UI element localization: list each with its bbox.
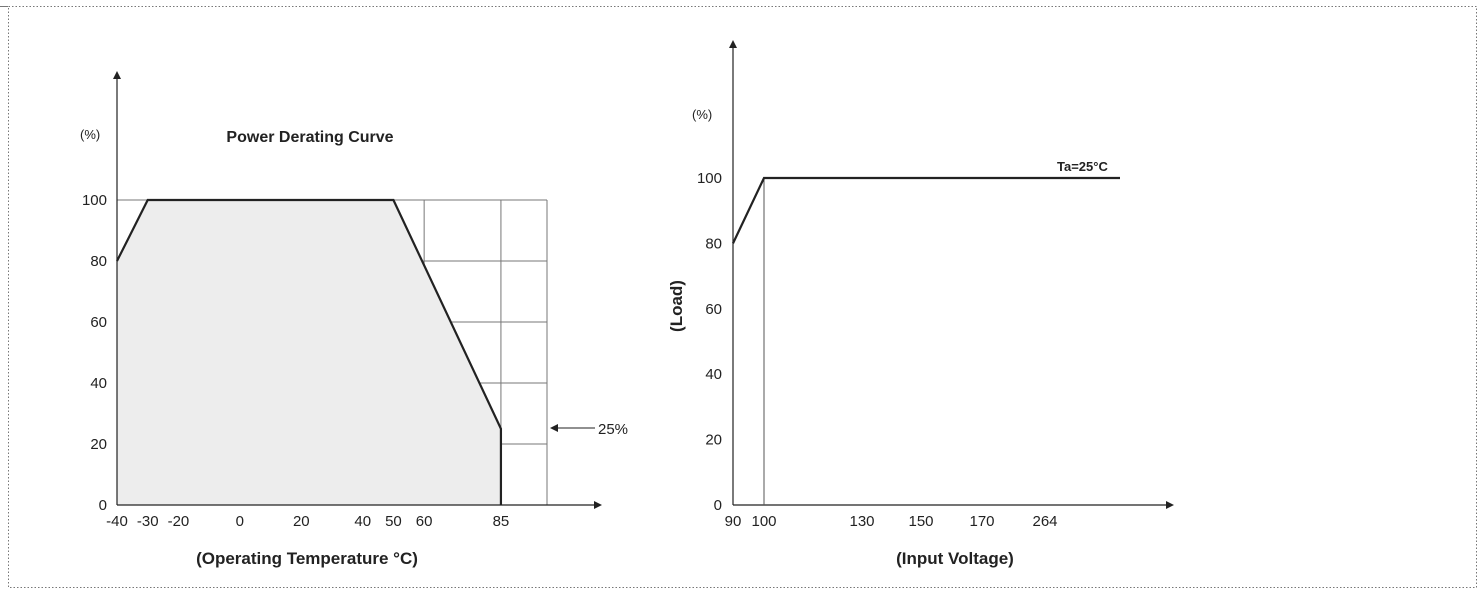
y-tick-label: 60 [90,314,107,331]
power-derating-chart: 0 20 40 60 80 100 -40 -30 -20 0 20 40 50 60 85 (%) Po… [80,71,628,568]
x-tick-label: -30 [137,513,159,530]
y-tick-label: 0 [714,497,722,514]
x-tick-label: 60 [416,513,433,530]
y-tick-label: 0 [99,497,107,514]
x-tick-labels: 90 100 130 150 170 264 [725,513,1058,530]
x-tick-labels: -40 -30 -20 0 20 40 50 60 85 [106,513,509,530]
series-label-ta25: Ta=25°C [1057,159,1108,174]
x-tick-label: 90 [725,513,742,530]
y-tick-label: 20 [90,436,107,453]
y-tick-label: 100 [82,192,107,209]
y-tick-label: 100 [697,170,722,187]
x-tick-label: 40 [354,513,371,530]
x-tick-label: 130 [849,513,874,530]
y-unit-label: (%) [692,107,712,122]
x-tick-label: 264 [1032,513,1057,530]
x-tick-label: 100 [751,513,776,530]
y-tick-labels: 0 20 40 60 80 100 [82,192,107,514]
x-tick-label: 85 [493,513,510,530]
x-tick-label: -40 [106,513,128,530]
derating-series [116,198,503,505]
y-unit-label: (%) [80,127,100,142]
input-voltage-derating-chart: 0 20 40 60 80 100 90 100 130 150 170 264 (%) (Load… [667,40,1174,568]
x-tick-label: -20 [168,513,190,530]
x-tick-label: 20 [293,513,310,530]
x-axis-label: (Operating Temperature °C) [196,549,418,568]
x-tick-label: 50 [385,513,402,530]
chart-title: Power Derating Curve [226,129,393,146]
y-tick-label: 80 [705,235,722,252]
y-tick-label: 40 [705,366,722,383]
derating-area-fill [117,200,501,505]
x-tick-label: 170 [969,513,994,530]
y-tick-label: 20 [705,432,722,449]
y-tick-label: 80 [90,253,107,270]
y-tick-label: 40 [90,375,107,392]
x-axis-label: (Input Voltage) [896,549,1014,568]
figure-border [8,6,1477,588]
y-tick-labels: 0 20 40 60 80 100 [697,170,722,514]
y-axis-label: (Load) [667,280,686,332]
shaded-area [117,200,501,505]
x-tick-label: 0 [236,513,244,530]
load-series [732,176,1120,244]
y-tick-label: 60 [705,301,722,318]
annotation-25-percent: 25% [598,421,628,438]
derating-line [116,198,503,505]
load-line [732,176,1120,244]
x-tick-label: 150 [908,513,933,530]
